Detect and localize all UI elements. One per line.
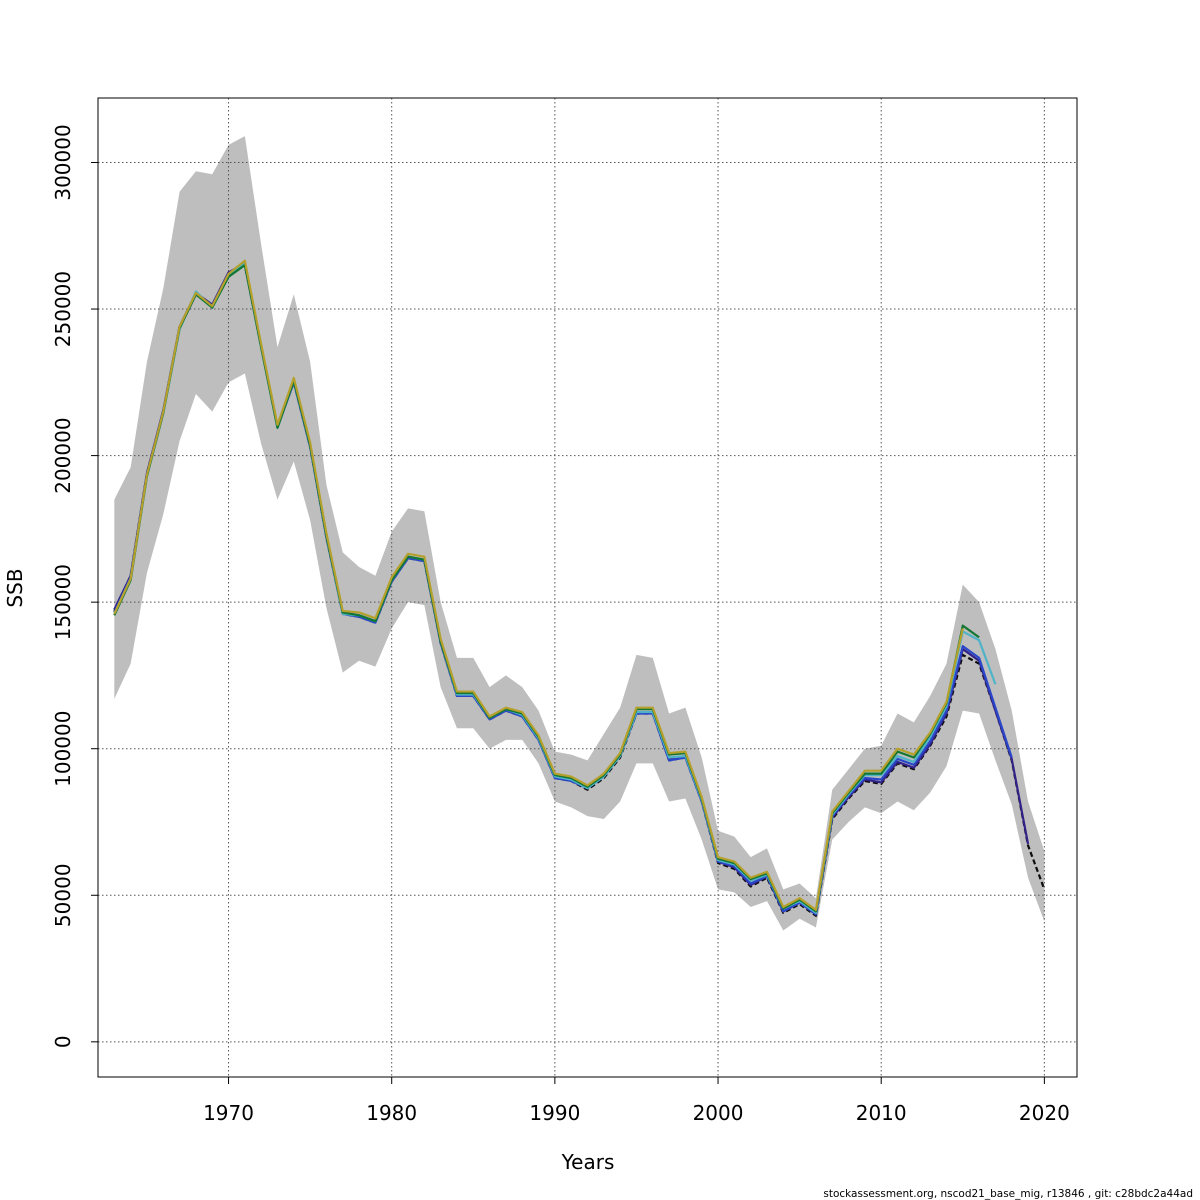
- y-tick-label: 200000: [51, 417, 75, 493]
- y-tick-label: 100000: [51, 711, 75, 787]
- y-tick-label: 150000: [51, 564, 75, 640]
- x-tick-label: 1990: [529, 1101, 580, 1125]
- series-line-6: [113, 259, 964, 912]
- x-tick-label: 1970: [203, 1101, 254, 1125]
- y-tick-label: 50000: [51, 863, 75, 927]
- plot-frame: [97, 97, 1078, 1078]
- footer-note: stockassessment.org, nscod21_base_mig, r…: [823, 1188, 1193, 1200]
- x-axis-title: Years: [561, 1150, 615, 1174]
- grid-layer: [98, 98, 1077, 1077]
- y-tick-label: 0: [51, 1035, 75, 1048]
- x-tick-label: 2000: [693, 1101, 744, 1125]
- axis-layer: 1970 1980 1990 2000 2010 2020 0 50000 100000 1500…: [51, 124, 1070, 1125]
- y-tick-label: 300000: [51, 124, 75, 200]
- x-tick-label: 1980: [366, 1101, 417, 1125]
- confidence-band: [114, 136, 1045, 931]
- y-axis-title: SSB: [3, 568, 27, 607]
- y-tick-label: 250000: [51, 271, 75, 347]
- x-tick-label: 2020: [1019, 1101, 1070, 1125]
- x-tick-label: 2010: [856, 1101, 907, 1125]
- series-layer: [113, 259, 1046, 917]
- confidence-band-layer: [114, 136, 1045, 931]
